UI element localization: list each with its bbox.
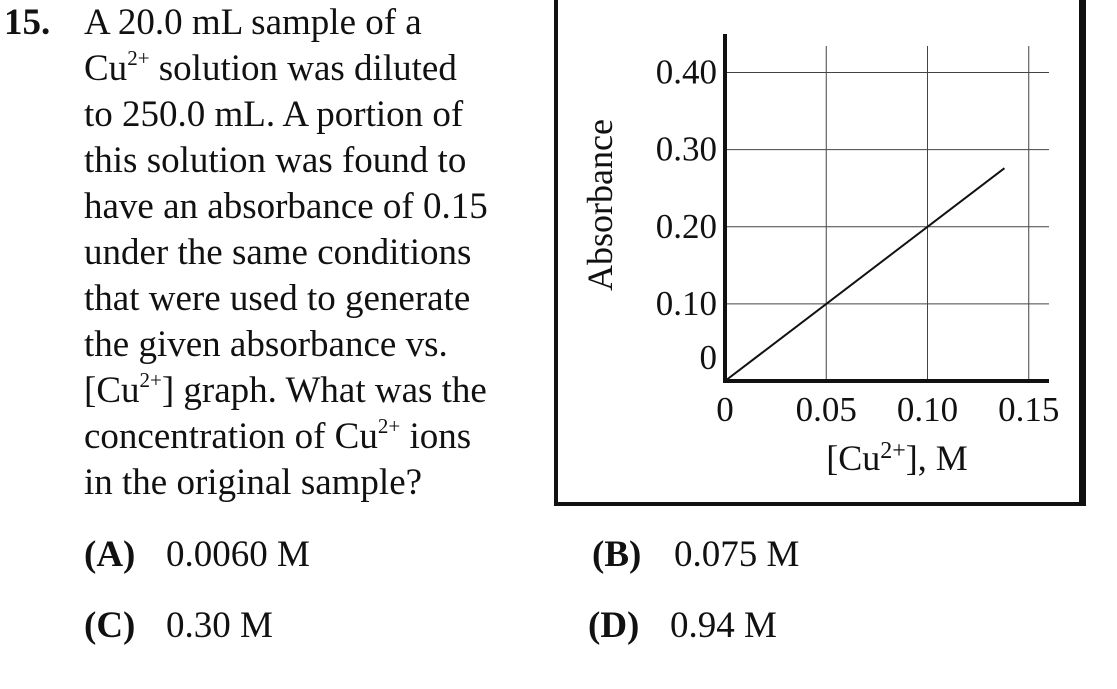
text-segment: A 20.0 mL sample of a: [84, 2, 422, 43]
choice-a[interactable]: (A) 0.0060 M: [84, 533, 310, 577]
superscript: 2+: [127, 46, 150, 70]
x-tick-label: 0: [716, 390, 734, 429]
question-line: have an absorbance of 0.15: [84, 184, 554, 230]
question-line: A 20.0 mL sample of a: [84, 0, 554, 46]
question-line: this solution was found to: [84, 138, 554, 184]
text-segment: ] graph. What was the: [161, 370, 487, 411]
series-line: [724, 167, 1006, 382]
x-axis-label-sup: 2+: [880, 438, 906, 464]
text-segment: [Cu: [84, 370, 140, 411]
question-text: A 20.0 mL sample of a Cu2+ solution was d…: [84, 0, 554, 506]
y-tick-label: 0.30: [656, 130, 717, 169]
y-tick-label: 0.10: [656, 284, 717, 323]
x-axis-label: [Cu2+], M: [826, 438, 968, 478]
y-axis-label: Absorbance: [580, 119, 620, 291]
choice-a-letter: (A): [84, 534, 136, 575]
superscript: 2+: [139, 368, 162, 392]
y-tick-label: 0.20: [656, 207, 717, 246]
text-segment: concentration of Cu: [84, 416, 378, 457]
text-segment: that were used to generate: [84, 278, 471, 319]
choice-b-letter: (B): [592, 534, 642, 575]
choice-d-letter: (D): [588, 605, 640, 646]
choice-a-text: 0.0060 M: [166, 534, 310, 575]
superscript: 2+: [377, 414, 401, 438]
x-tick-label: 0.15: [998, 390, 1059, 429]
choice-d[interactable]: (D) 0.94 M: [588, 604, 777, 648]
question-line: under the same conditions: [84, 230, 554, 276]
x-axis-label-part: [Cu: [826, 438, 880, 478]
x-tick-label: 0.10: [897, 390, 958, 429]
question-line: concentration of Cu2+ ions: [84, 414, 554, 460]
text-segment: in the original sample?: [84, 462, 423, 503]
question-line: Cu2+ solution was diluted: [84, 46, 554, 92]
question-line: in the original sample?: [84, 460, 554, 506]
choice-c-letter: (C): [84, 605, 136, 646]
text-segment: the given absorbance vs.: [84, 324, 448, 365]
choice-b-text: 0.075 M: [674, 534, 800, 575]
text-segment: solution was diluted: [149, 48, 457, 89]
text-segment: to 250.0 mL. A portion of: [84, 94, 464, 135]
x-axis-label-part: ], M: [906, 438, 968, 478]
question-line: that were used to generate: [84, 276, 554, 322]
figure-frame: [554, 0, 1086, 506]
text-segment: have an absorbance of 0.15: [84, 186, 488, 227]
y-tick-label: 0.40: [656, 53, 717, 92]
y-tick-label: 0: [700, 338, 718, 377]
x-tick-label: 0.05: [796, 390, 857, 429]
text-segment: Cu: [84, 48, 128, 89]
question-number: 15.: [4, 2, 51, 43]
choice-d-text: 0.94 M: [670, 605, 777, 646]
choice-b[interactable]: (B) 0.075 M: [592, 533, 799, 577]
question-line: the given absorbance vs.: [84, 322, 554, 368]
text-segment: under the same conditions: [84, 232, 472, 273]
question-line: to 250.0 mL. A portion of: [84, 92, 554, 138]
text-segment: ions: [400, 416, 472, 457]
choice-c-text: 0.30 M: [166, 605, 273, 646]
choice-c[interactable]: (C) 0.30 M: [84, 604, 273, 648]
text-segment: this solution was found to: [84, 140, 467, 181]
absorbance-chart: 0 0.10 0.20 0.30 0.40 0 0.05 0.10 0.15 [Cu2+], M A…: [580, 34, 1059, 478]
question-line: [Cu2+] graph. What was the: [84, 368, 554, 414]
